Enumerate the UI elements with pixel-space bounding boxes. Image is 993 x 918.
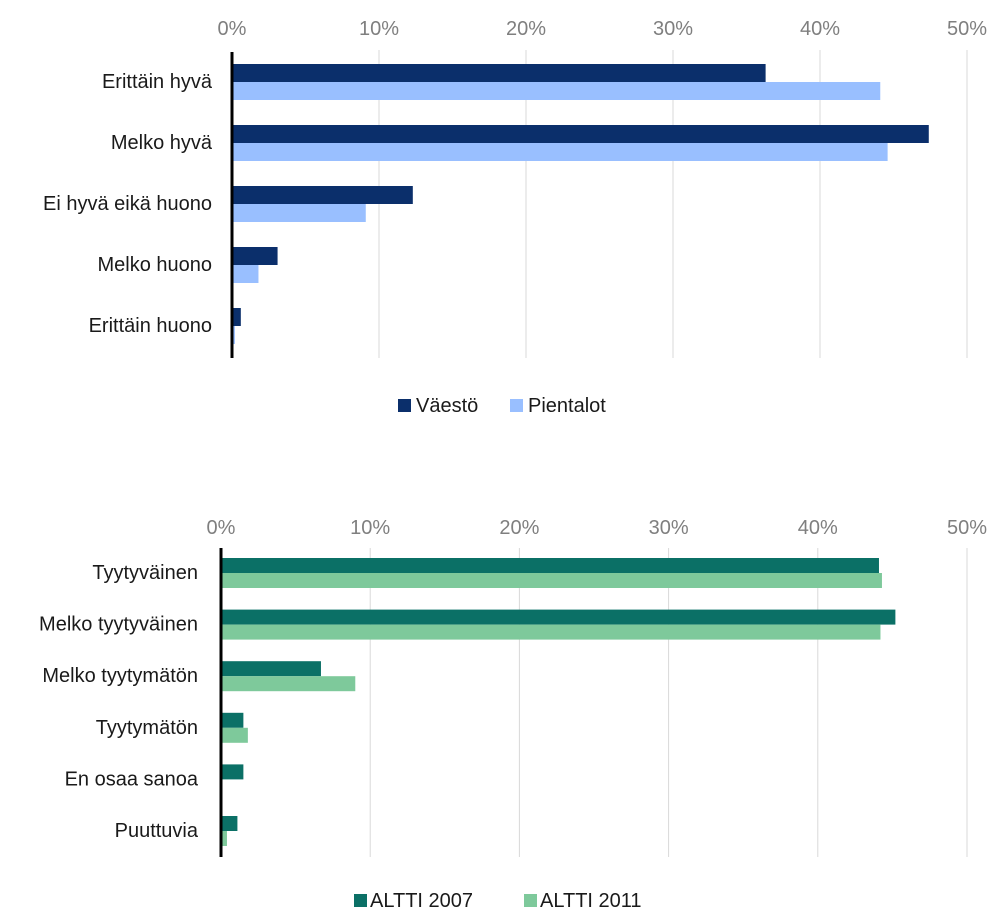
chart1-legend-swatch — [510, 399, 523, 412]
chart1-tick-label: 40% — [800, 18, 840, 40]
chart1-category-label: Ei hyvä eikä huono — [43, 193, 212, 215]
chart2-legend-label: ALTTI 2007 — [370, 890, 473, 912]
chart1-bar-v-est- — [232, 125, 929, 143]
chart2-category-label: Tyytymätön — [96, 717, 198, 739]
chart1-category-label: Erittäin huono — [89, 315, 212, 337]
chart2-bar-altti-2007 — [221, 609, 896, 625]
chart2-bar-altti-2007 — [221, 712, 244, 728]
chart1-tick-label: 0% — [218, 18, 247, 40]
chart2-tick-label: 40% — [798, 517, 838, 539]
chart1-legend-label: Pientalot — [528, 395, 606, 417]
chart2-legend-swatch — [524, 894, 537, 907]
chart1-tick-label: 20% — [506, 18, 546, 40]
chart2-bar-altti-2011 — [221, 624, 881, 640]
chart2-legend-swatch — [354, 894, 367, 907]
chart2-bar-altti-2011 — [221, 727, 248, 743]
chart1-bar-pientalot — [232, 204, 366, 222]
chart2-tick-label: 0% — [207, 517, 236, 539]
chart1-category-label: Erittäin hyvä — [102, 71, 213, 93]
chart2-bar-altti-2007 — [221, 764, 244, 780]
chart2-bar-altti-2011 — [221, 573, 882, 588]
chart2-tick-label: 50% — [947, 517, 987, 539]
chart1-bar-pientalot — [232, 82, 881, 100]
chart2-category-label: Melko tyytymätön — [42, 665, 198, 687]
chart1-tick-label: 10% — [359, 18, 399, 40]
chart2-tick-label: 30% — [649, 517, 689, 539]
chart1-bar-v-est- — [232, 308, 241, 326]
chart1-bar-v-est- — [232, 247, 278, 265]
chart2-bar-altti-2007 — [221, 816, 238, 831]
chart1-legend-swatch — [398, 399, 411, 412]
chart2-category-label: En osaa sanoa — [65, 768, 199, 790]
chart1-bar-pientalot — [232, 143, 888, 161]
chart2-bar-altti-2011 — [221, 831, 227, 846]
chart2-category-label: Tyytyväinen — [92, 562, 198, 584]
chart2-bar-altti-2011 — [221, 676, 356, 692]
chart2-tick-label: 20% — [499, 517, 539, 539]
chart1-category-label: Melko huono — [97, 254, 212, 276]
chart2-legend-label: ALTTI 2011 — [540, 890, 642, 912]
chart2-bar-altti-2007 — [221, 661, 321, 677]
chart1-bar-v-est- — [232, 64, 766, 82]
chart2-category-label: Melko tyytyväinen — [39, 614, 198, 636]
chart1-bar-pientalot — [232, 265, 259, 283]
chart2-bar-altti-2007 — [221, 558, 879, 573]
chart2-tick-label: 10% — [350, 517, 390, 539]
chart1-tick-label: 30% — [653, 18, 693, 40]
chart2-category-label: Puuttuvia — [115, 820, 199, 842]
chart1-category-label: Melko hyvä — [111, 132, 213, 154]
chart1-tick-label: 50% — [947, 18, 987, 40]
chart1-bar-v-est- — [232, 186, 413, 204]
chart1-legend-label: Väestö — [416, 395, 478, 417]
